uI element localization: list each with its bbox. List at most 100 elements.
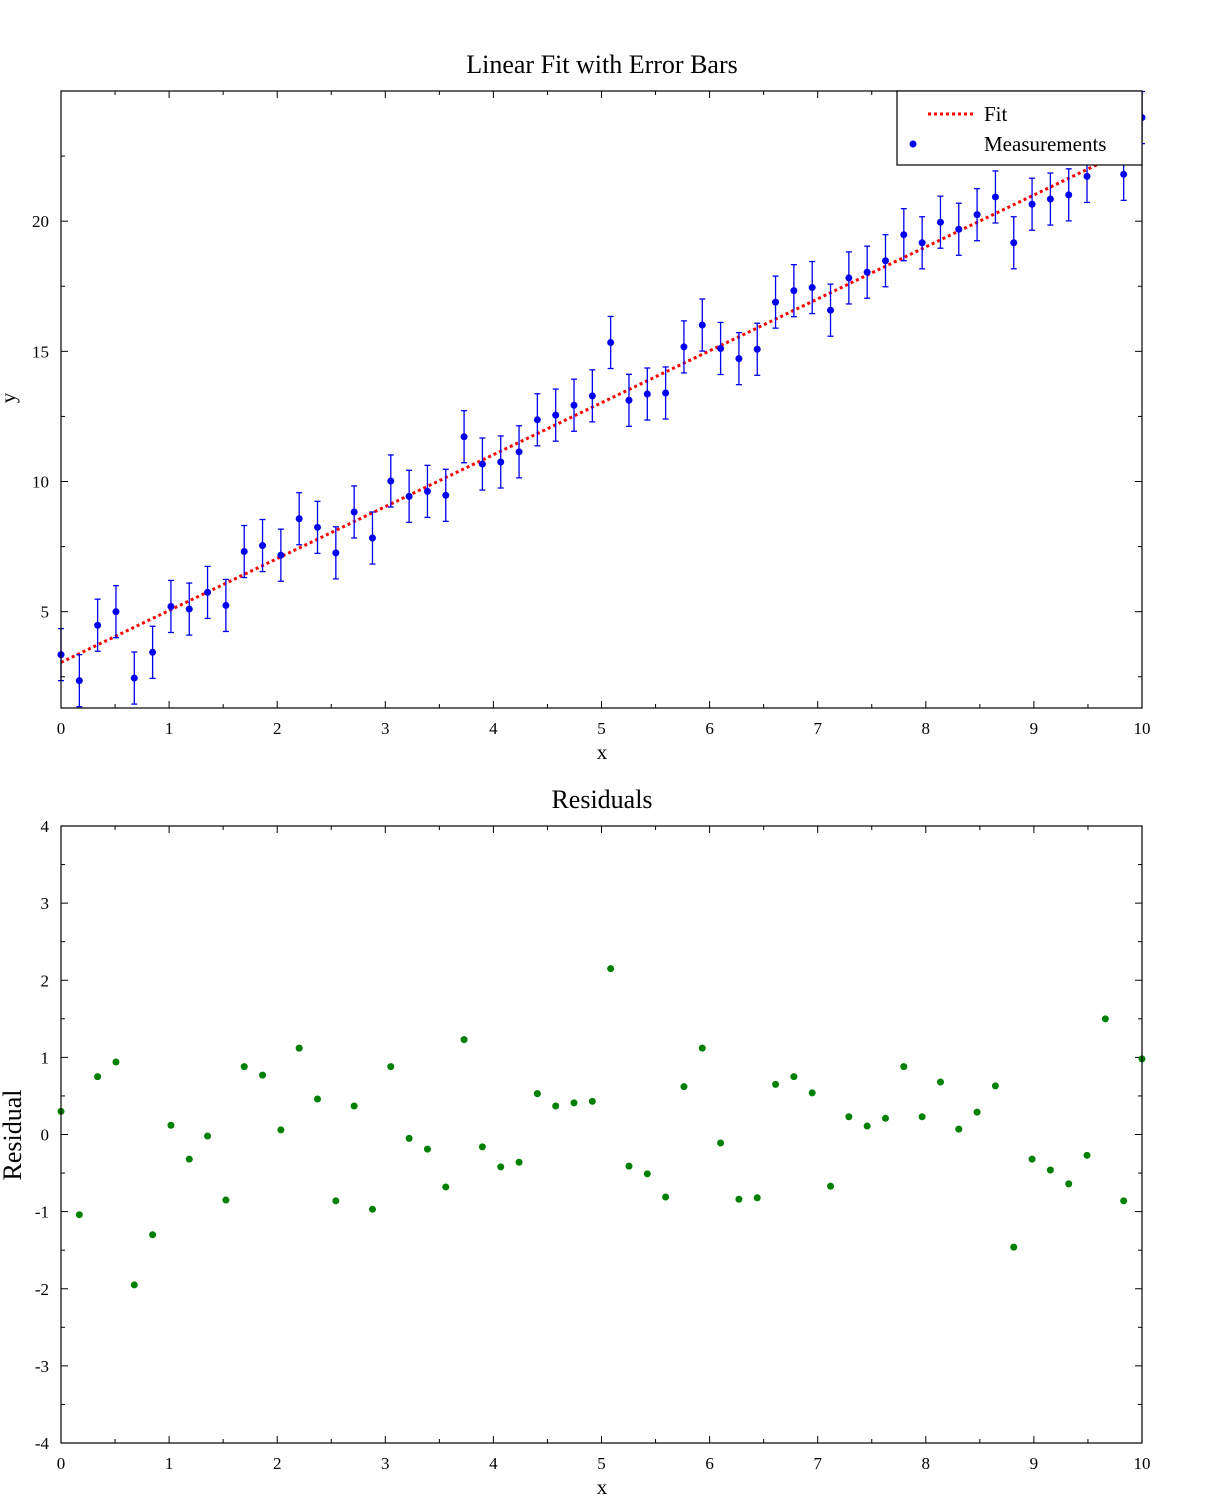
data-point [314, 523, 322, 531]
data-point [570, 1099, 578, 1107]
bottom-x-tick-label: 3 [381, 1454, 390, 1473]
data-point [588, 1097, 596, 1105]
data-point [497, 1163, 505, 1171]
data-point [130, 1281, 138, 1289]
data-point [204, 1132, 212, 1140]
data-point [314, 1095, 322, 1103]
data-point [295, 515, 303, 523]
data-point [112, 1058, 120, 1066]
data-point [552, 1102, 560, 1110]
bottom-y-tick-label: -3 [35, 1357, 49, 1376]
top-x-tick-label: 2 [273, 719, 282, 738]
data-point [955, 1125, 963, 1133]
bottom-y-tick-label: 2 [41, 971, 50, 990]
bottom-plot-area: 0 1 2 3 4 5 6 7 8 9 10 -4 -3 -2 -1 0 1 2 3 4 [35, 817, 1151, 1473]
data-point [259, 542, 267, 550]
data-point [368, 534, 376, 542]
data-point [845, 1113, 853, 1121]
top-x-tick-label: 6 [705, 719, 714, 738]
data-point [1083, 1151, 1091, 1159]
data-point [1028, 1155, 1036, 1163]
data-point [552, 411, 560, 419]
data-point [277, 551, 285, 559]
data-point [845, 274, 853, 282]
data-point [277, 1126, 285, 1134]
fit-line [61, 141, 1142, 664]
bottom-x-axis-label: x [597, 1475, 608, 1499]
top-plot-area: 0 1 2 3 4 5 6 7 8 9 10 5 10 15 20 [32, 90, 1151, 738]
top-x-tick-label: 1 [165, 719, 174, 738]
data-point [442, 1183, 450, 1191]
top-x-axis-label: x [597, 740, 608, 764]
top-x-tick-label: 5 [597, 719, 606, 738]
data-point [460, 433, 468, 441]
data-point [790, 1073, 798, 1081]
data-point [1046, 1166, 1054, 1174]
data-point [1065, 191, 1073, 199]
top-x-tick-label: 9 [1030, 719, 1039, 738]
data-point [570, 401, 578, 409]
data-point [405, 492, 413, 500]
data-point [698, 321, 706, 329]
legend-measurements-label: Measurements [984, 132, 1106, 156]
data-point [918, 239, 926, 247]
bottom-x-tick-label: 2 [273, 1454, 282, 1473]
data-point [222, 601, 230, 609]
data-point [478, 460, 486, 468]
data-point [1101, 1015, 1109, 1023]
data-point [735, 355, 743, 363]
top-chart-title: Linear Fit with Error Bars [466, 50, 738, 79]
data-point [991, 1082, 999, 1090]
data-point [1065, 1180, 1073, 1188]
legend-fit-label: Fit [984, 102, 1008, 126]
data-point [643, 1170, 651, 1178]
data-point [808, 284, 816, 292]
data-point [423, 1145, 431, 1153]
bottom-x-tick-label: 4 [489, 1454, 498, 1473]
bottom-y-tick-label: -2 [35, 1280, 49, 1299]
bottom-x-tick-label: 1 [165, 1454, 174, 1473]
data-point [240, 548, 248, 556]
bottom-y-tick-label: 4 [41, 817, 50, 836]
data-point [662, 1193, 670, 1201]
bottom-x-tick-label: 5 [597, 1454, 606, 1473]
bottom-axes-frame [60, 825, 1143, 1444]
data-point [350, 508, 358, 516]
legend-measurements-swatch [909, 140, 917, 148]
data-point [387, 1063, 395, 1071]
bottom-x-tick-label: 9 [1030, 1454, 1039, 1473]
bottom-x-tick-label: 8 [922, 1454, 931, 1473]
data-point [1010, 239, 1018, 247]
data-point [900, 1063, 908, 1071]
top-y-tick-label: 20 [32, 212, 49, 231]
data-point [185, 605, 193, 613]
data-point [717, 1139, 725, 1147]
top-x-tick-label: 8 [922, 719, 931, 738]
data-point [515, 448, 523, 456]
data-point [900, 231, 908, 239]
data-point [112, 608, 120, 616]
data-point [753, 1194, 761, 1202]
data-point [350, 1102, 358, 1110]
data-point [1028, 200, 1036, 208]
data-point [827, 1182, 835, 1190]
top-y-axis-label: y [0, 392, 20, 403]
bottom-x-tick-label: 7 [813, 1454, 822, 1473]
top-marks [61, 141, 1142, 664]
data-point [607, 965, 615, 973]
bottom-x-tick-label: 10 [1134, 1454, 1151, 1473]
data-point [387, 477, 395, 485]
data-point [827, 306, 835, 314]
top-y-tick-label: 10 [32, 473, 49, 492]
data-point [1046, 195, 1054, 203]
data-point [1010, 1243, 1018, 1251]
bottom-y-tick-label: 3 [41, 894, 50, 913]
data-point [973, 211, 981, 219]
data-point [717, 344, 725, 352]
data-point [533, 1090, 541, 1098]
data-point [955, 225, 963, 233]
data-point [881, 1114, 889, 1122]
data-point [94, 1073, 102, 1081]
data-point [185, 1155, 193, 1163]
